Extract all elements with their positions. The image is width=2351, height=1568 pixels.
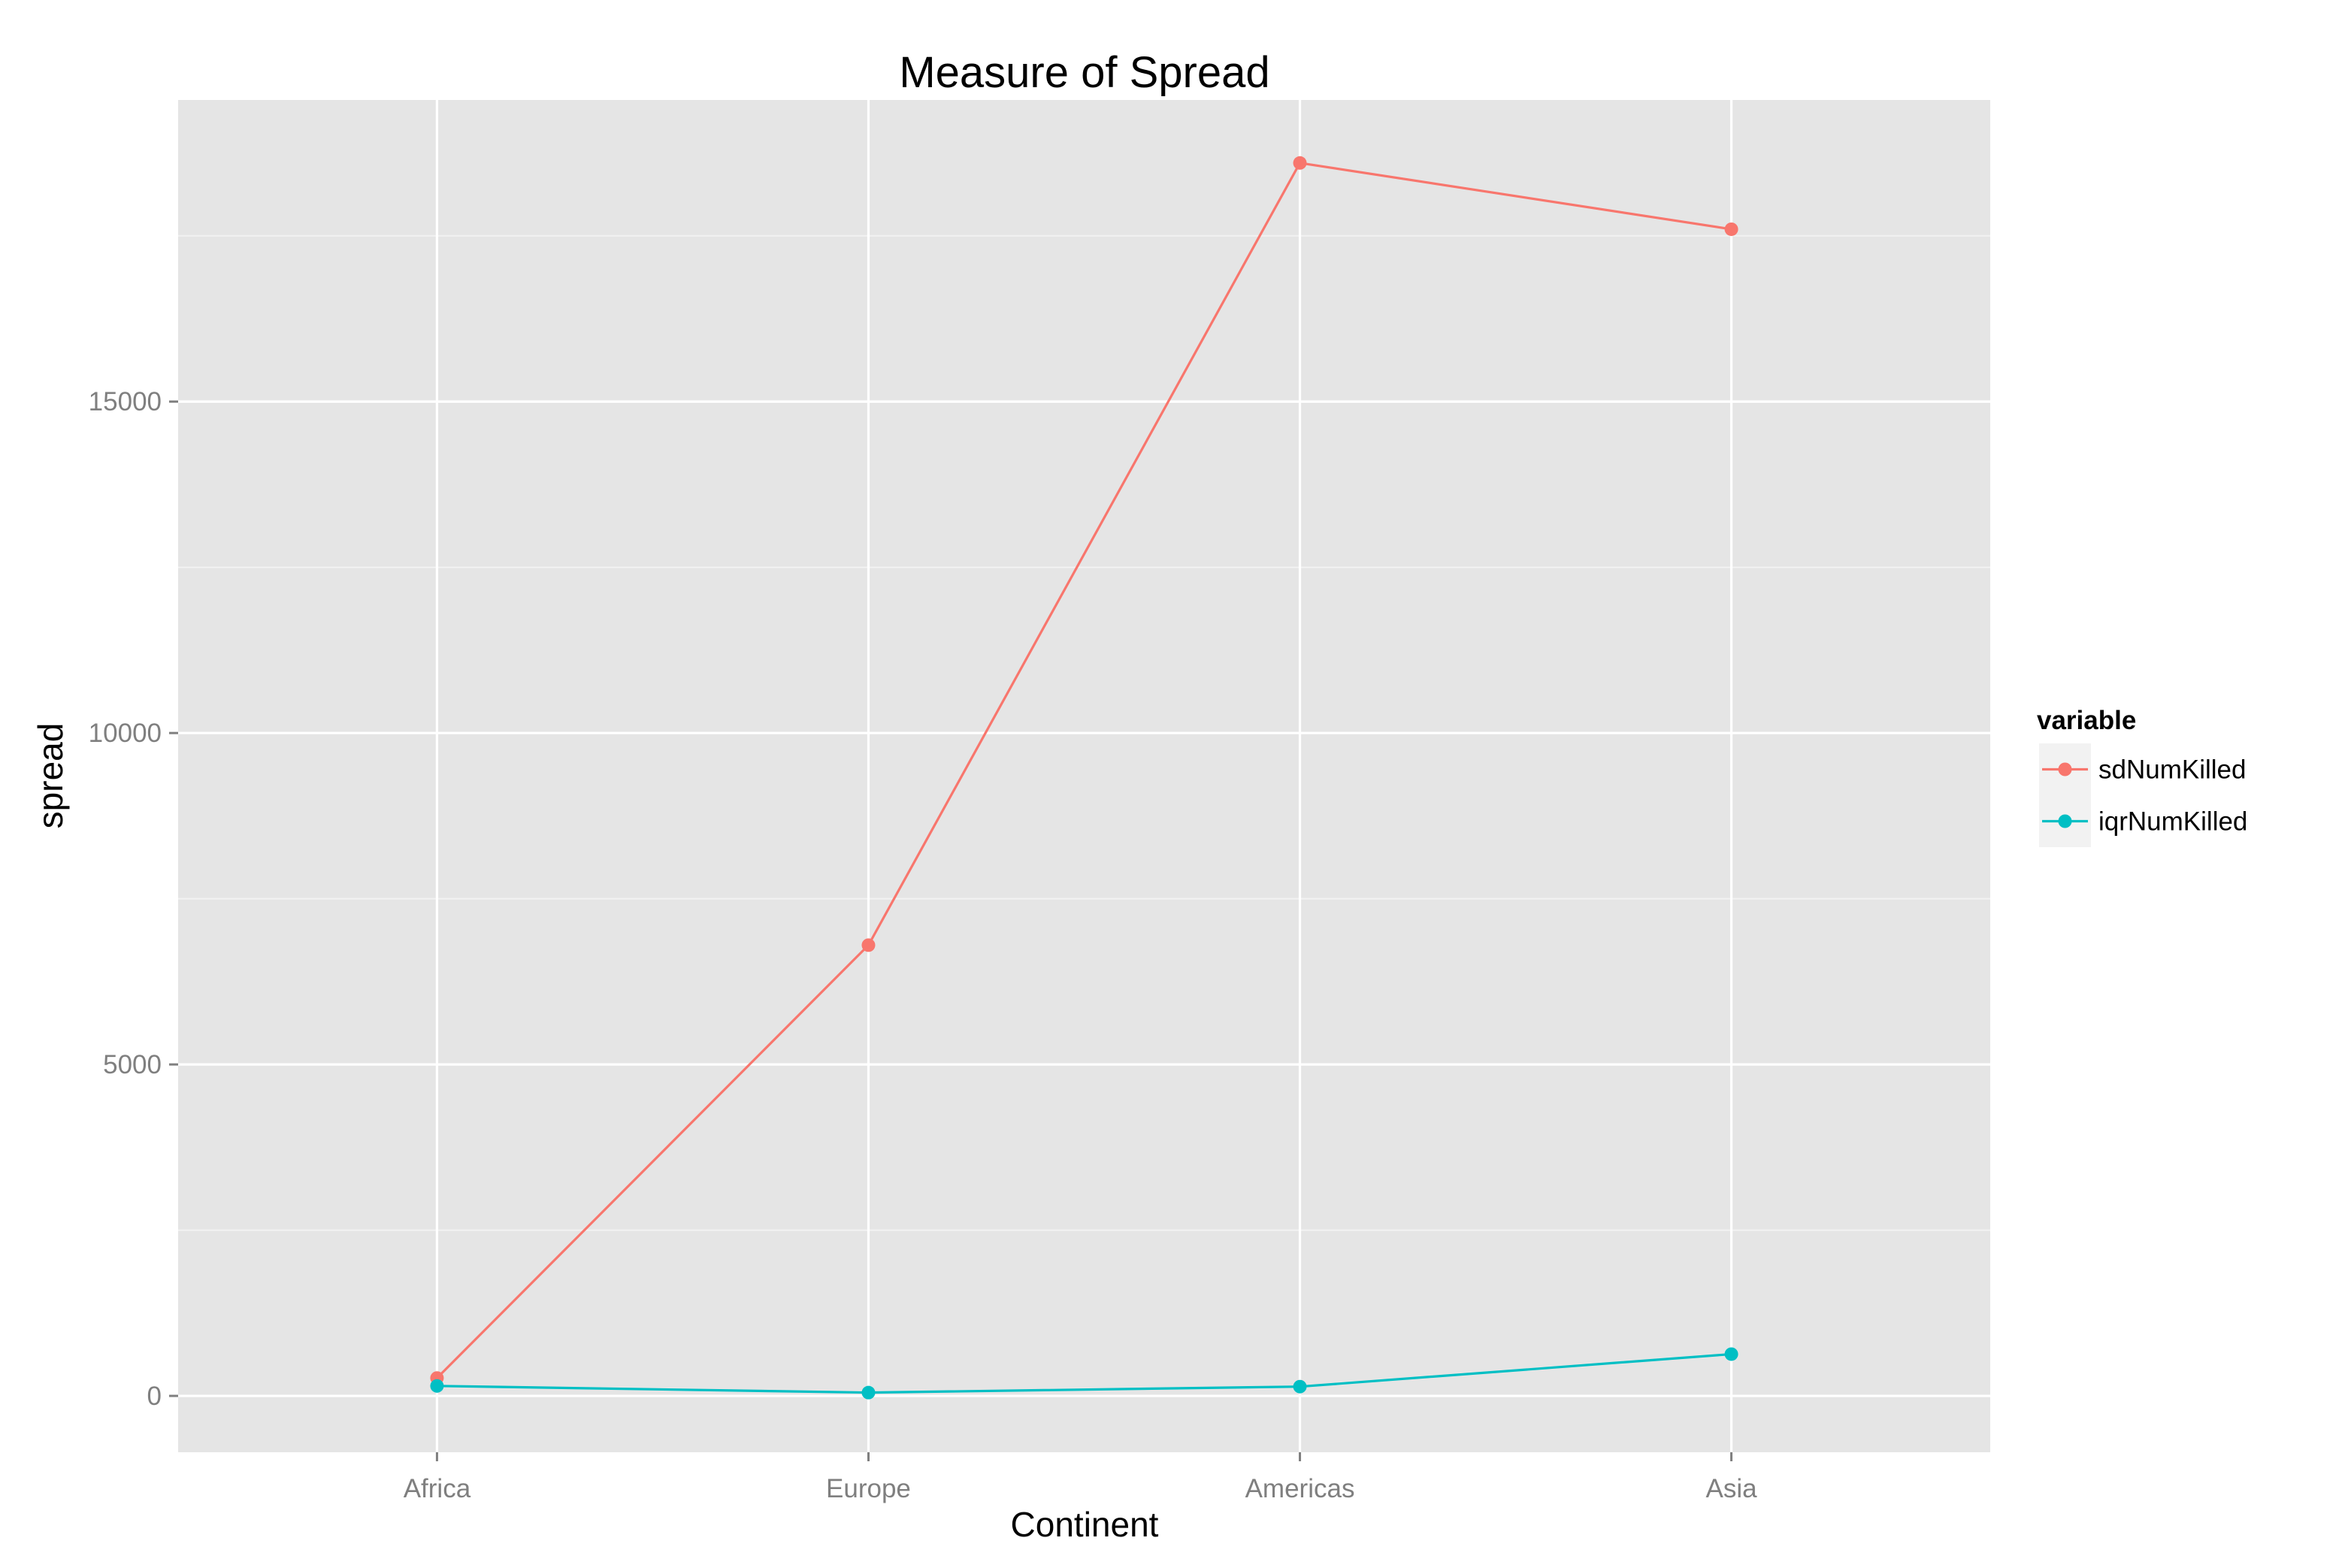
y-axis-title: spread — [31, 723, 70, 829]
data-point-sdnumkilled-asia — [1724, 222, 1738, 236]
series-line-sdnumkilled — [436, 162, 1732, 1379]
legend-key-point — [2058, 814, 2072, 828]
chart-title: Measure of Spread — [899, 48, 1269, 97]
plot-panel — [178, 100, 1990, 1452]
y-tick-label: 0 — [147, 1382, 162, 1411]
data-point-sdnumkilled-americas — [1293, 156, 1307, 170]
x-tick-label-africa: Africa — [404, 1474, 471, 1503]
minor-gridlines — [178, 235, 1990, 1231]
data-point-iqrnumkilled-africa — [430, 1379, 444, 1393]
legend-label-sdnumkilled: sdNumKilled — [2098, 755, 2246, 785]
data-point-iqrnumkilled-asia — [1724, 1347, 1738, 1361]
y-tick-label: 5000 — [103, 1050, 162, 1079]
data-point-iqrnumkilled-europe — [861, 1385, 876, 1400]
x-axis: Africa Europe Americas Asia — [404, 1452, 1757, 1503]
series-layer — [430, 156, 1738, 1400]
legend: variable sdNumKilled iqrNumKilled — [2037, 706, 2247, 847]
x-tick-label-asia: Asia — [1706, 1474, 1758, 1503]
x-tick-label-americas: Americas — [1245, 1474, 1355, 1503]
legend-key-point — [2058, 762, 2072, 776]
y-tick-label: 10000 — [89, 719, 162, 748]
x-tick-label-europe: Europe — [826, 1474, 911, 1503]
data-point-sdnumkilled-europe — [861, 938, 876, 952]
legend-title: variable — [2037, 706, 2136, 735]
x-axis-title: Continent — [1011, 1505, 1159, 1544]
y-tick-label: 15000 — [89, 387, 162, 416]
data-point-iqrnumkilled-americas — [1293, 1379, 1307, 1394]
major-gridlines — [178, 100, 1990, 1452]
series-line-iqrnumkilled — [437, 1352, 1732, 1394]
y-axis: 0 5000 10000 15000 — [89, 387, 178, 1411]
legend-label-iqrnumkilled: iqrNumKilled — [2098, 807, 2247, 837]
